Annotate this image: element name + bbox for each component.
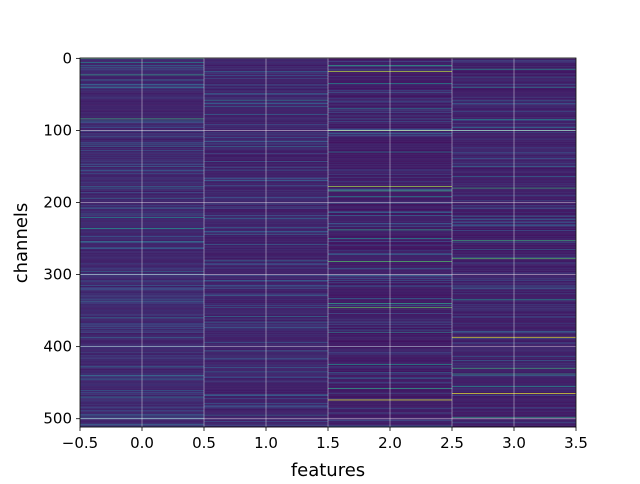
y-axis-label: channels [11, 203, 32, 284]
x-tick-label: 0.5 [192, 434, 216, 452]
x-axis-label: features [291, 460, 365, 480]
x-tick-label: 3.5 [564, 434, 588, 452]
x-tick-label: 2.0 [378, 434, 402, 452]
y-tick-label: 500 [43, 410, 72, 428]
y-tick-label: 200 [43, 194, 72, 212]
x-tick-label: 3.0 [502, 434, 526, 452]
y-axis-ticks: 0 100 200 300 400 500 [43, 49, 80, 428]
y-tick-label: 300 [43, 266, 72, 284]
x-tick-label: 1.5 [316, 434, 340, 452]
y-tick-label: 400 [43, 338, 72, 356]
x-tick-label: 2.5 [440, 434, 464, 452]
y-tick-label: 100 [43, 121, 72, 139]
x-tick-label: 1.0 [254, 434, 278, 452]
x-axis-ticks: −0.5 0.0 0.5 1.0 1.5 2.0 2.5 3.0 3.5 [62, 427, 588, 452]
x-tick-label: −0.5 [62, 434, 98, 452]
x-tick-label: 0.0 [130, 434, 154, 452]
y-tick-label: 0 [62, 49, 72, 67]
